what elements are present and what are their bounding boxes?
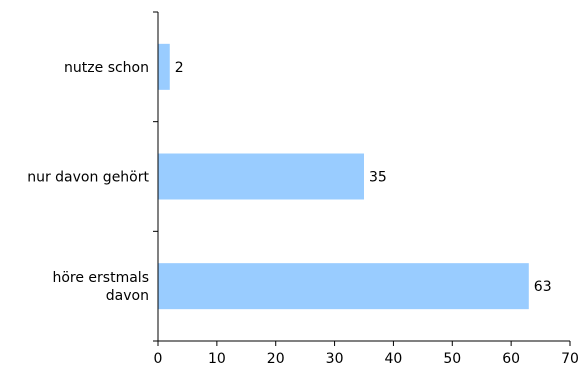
x-tick-label-4: 40 — [385, 351, 403, 367]
axes-group: 0 10 20 30 40 50 60 70 — [153, 11, 579, 367]
category-label-2-line-0: höre erstmals — [52, 270, 149, 286]
x-tick-label-2: 20 — [267, 351, 285, 367]
x-tick-label-0: 0 — [154, 351, 163, 367]
x-tick-label-6: 60 — [502, 351, 520, 367]
data-label-2: 63 — [534, 279, 552, 295]
bar-1 — [158, 153, 364, 200]
x-tick-label-1: 10 — [208, 351, 226, 367]
x-tick-label-5: 50 — [443, 351, 461, 367]
data-label-0: 2 — [175, 60, 184, 76]
x-tick-label-3: 30 — [326, 351, 344, 367]
bar-2 — [158, 263, 529, 310]
category-label-0-line-0: nutze schon — [64, 60, 149, 76]
bars-group — [158, 43, 529, 310]
category-label-2-line-1: davon — [106, 288, 149, 304]
data-label-1: 35 — [369, 170, 387, 186]
labels-group: 2 nutze schon 35 nur davon gehört 63 höre ers… — [27, 60, 551, 304]
x-tick-label-7: 70 — [561, 351, 579, 367]
category-label-1-line-0: nur davon gehört — [27, 170, 149, 186]
bar-0 — [158, 43, 170, 90]
